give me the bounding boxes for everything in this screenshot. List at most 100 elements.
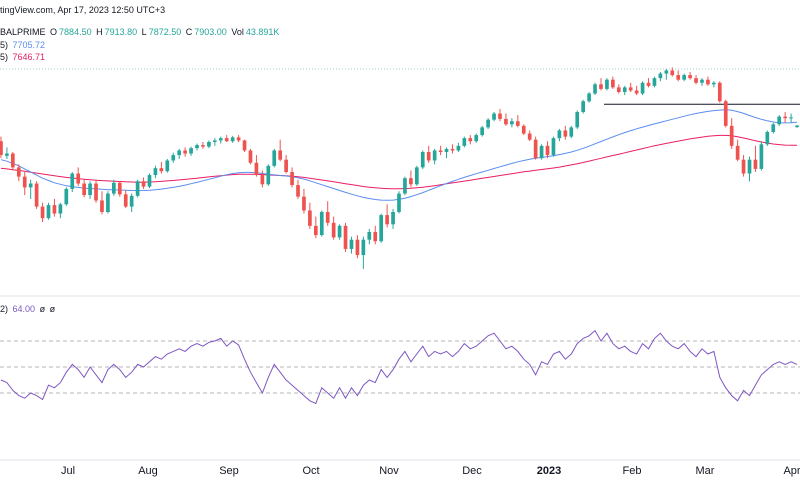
- candle: [420, 150, 425, 169]
- time-axis-label: Oct: [302, 465, 319, 477]
- candle-body: [593, 84, 597, 94]
- candle: [723, 99, 728, 128]
- candle: [272, 148, 277, 168]
- candle-body: [456, 145, 461, 151]
- candle-body: [605, 79, 609, 89]
- candle: [337, 224, 342, 240]
- candle: [634, 85, 639, 96]
- candle: [426, 145, 431, 163]
- candle-body: [278, 150, 283, 160]
- candle-body: [717, 82, 722, 102]
- candle-body: [480, 127, 485, 136]
- candle: [498, 108, 502, 122]
- candle-body: [302, 196, 306, 211]
- candle-body: [313, 225, 318, 236]
- candle: [735, 139, 740, 162]
- candle: [777, 115, 782, 126]
- candle-body: [741, 159, 746, 174]
- candle: [539, 144, 544, 160]
- candle: [135, 179, 140, 198]
- candle-body: [40, 206, 45, 219]
- candle-body: [385, 215, 389, 225]
- candle-body: [753, 159, 758, 169]
- time-axis-label: Jul: [61, 465, 75, 477]
- candle-body: [515, 121, 520, 126]
- candle-body: [260, 175, 265, 185]
- candle-body: [723, 101, 728, 126]
- candle-body: [616, 87, 621, 92]
- candle-body: [664, 70, 669, 74]
- candle: [747, 156, 752, 182]
- candle-body: [112, 182, 116, 194]
- candle: [414, 165, 419, 186]
- candle: [70, 172, 75, 192]
- candle: [771, 122, 776, 134]
- candle-body: [444, 148, 449, 152]
- ma-fast-prefix: 5): [0, 40, 9, 50]
- candle: [290, 167, 294, 188]
- ma-slow-prefix: 5): [0, 52, 9, 62]
- candle: [218, 136, 223, 144]
- candle: [527, 130, 532, 142]
- time-axis-label: Sep: [219, 465, 239, 477]
- candle: [16, 164, 21, 182]
- candle-body: [361, 239, 366, 256]
- candle-body: [177, 150, 182, 156]
- candle-body: [135, 181, 140, 196]
- candle-body: [64, 188, 69, 205]
- candle-body: [248, 150, 253, 163]
- candle: [308, 202, 312, 229]
- candle: [189, 146, 193, 156]
- candle: [403, 176, 407, 196]
- candle-body: [694, 78, 698, 83]
- candle-body: [5, 153, 9, 156]
- low-value: 7872.50: [148, 27, 182, 37]
- candle-body: [284, 159, 288, 172]
- candle-body: [551, 138, 556, 156]
- candle-body: [272, 150, 277, 166]
- candle-body: [545, 145, 550, 156]
- candle: [456, 142, 461, 152]
- candle-body: [521, 125, 526, 134]
- candle: [236, 135, 241, 142]
- candle: [40, 202, 45, 222]
- candle-body: [688, 75, 692, 79]
- time-axis-label: Aug: [138, 465, 158, 477]
- rsi-legend: 2) 64.00 ø ø: [0, 303, 57, 315]
- candle: [260, 170, 265, 188]
- candle: [361, 236, 366, 269]
- candle: [474, 133, 479, 143]
- ma-slow-legend: 5) 7646.71: [0, 51, 47, 63]
- candle-body: [230, 137, 235, 142]
- candle: [557, 128, 562, 142]
- candle: [795, 124, 799, 128]
- candle-body: [759, 144, 764, 169]
- rsi-line: [0, 329, 798, 405]
- candle: [153, 165, 158, 179]
- candle: [688, 72, 692, 80]
- candle: [224, 135, 229, 142]
- symbol-label: BALPRIME: [0, 27, 46, 37]
- candle: [183, 147, 187, 157]
- candle-body: [403, 178, 407, 194]
- candle: [783, 112, 787, 123]
- candle-body: [319, 212, 324, 236]
- candle: [46, 202, 51, 220]
- candle: [593, 82, 597, 96]
- candle: [11, 152, 15, 171]
- candle: [646, 78, 651, 88]
- candle-body: [195, 145, 199, 149]
- candle-body: [504, 118, 508, 125]
- rsi-prefix: 2): [0, 304, 9, 314]
- candle: [117, 181, 122, 197]
- candle-body: [652, 78, 657, 86]
- time-axis-label: 2023: [537, 465, 561, 477]
- candle-body: [414, 167, 419, 185]
- candle: [141, 177, 146, 189]
- candle: [622, 85, 627, 96]
- candle: [438, 145, 443, 156]
- candle-body: [795, 125, 799, 128]
- candle: [88, 181, 92, 199]
- candle: [450, 144, 455, 154]
